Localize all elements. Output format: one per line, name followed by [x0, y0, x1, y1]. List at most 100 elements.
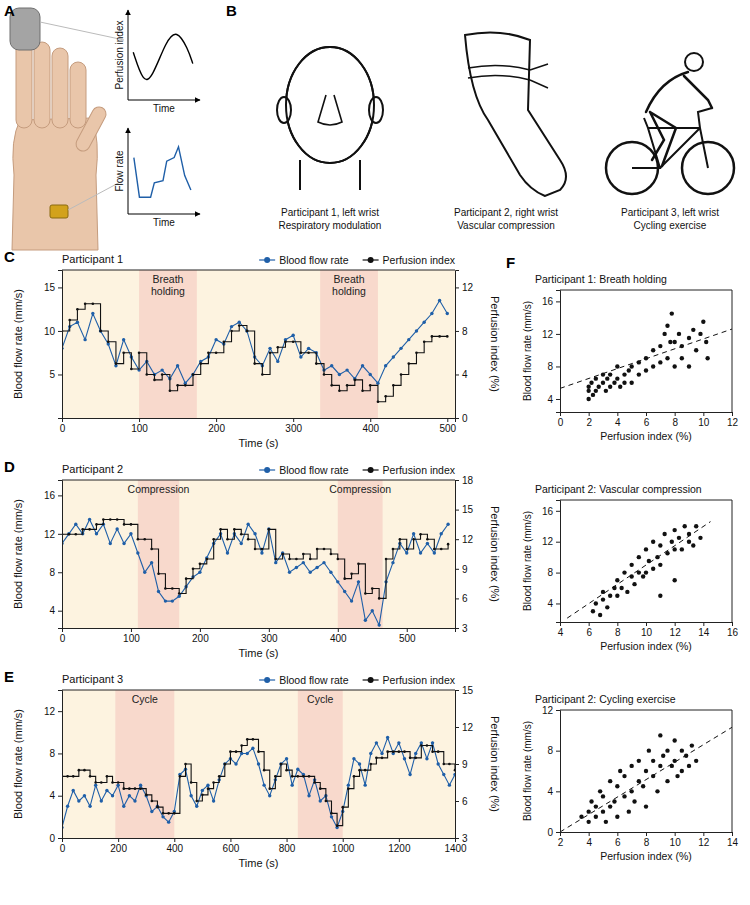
point [612, 799, 616, 803]
point [668, 340, 672, 344]
series-line [62, 519, 448, 598]
point [240, 752, 243, 755]
y2-axis-title: Perfusion index (%) [489, 296, 501, 392]
chart-title: Participant 1 [62, 253, 123, 265]
point [651, 539, 655, 543]
legend-item: Perfusion index [363, 674, 456, 686]
tick-mark [617, 412, 618, 416]
point [665, 324, 669, 328]
point [316, 548, 319, 551]
highlight-regions [138, 480, 383, 628]
point [426, 542, 429, 545]
point [201, 789, 204, 792]
schematic-y-label: Flow rate [114, 150, 125, 192]
tick-label: 12 [462, 722, 474, 733]
point [369, 763, 372, 766]
point [436, 762, 439, 765]
point [683, 524, 687, 528]
tick-mark [617, 622, 618, 626]
point [238, 321, 241, 324]
tick-label: 2 [586, 417, 592, 428]
y-axis-title: Blood flow rate (mm/s) [12, 709, 24, 819]
y-axis: 481216 [542, 501, 561, 623]
point [246, 752, 249, 755]
tick-mark [455, 727, 459, 728]
axis-line [561, 623, 733, 627]
point [594, 804, 598, 808]
point [68, 319, 71, 322]
point [615, 784, 619, 788]
tick: 12 [542, 705, 560, 716]
tick: 500 [399, 628, 416, 644]
point [276, 346, 279, 349]
point [99, 329, 102, 332]
point [274, 775, 277, 778]
point [281, 553, 284, 556]
point [122, 351, 125, 354]
point [440, 532, 443, 535]
tick-label: 15 [44, 282, 56, 293]
point [329, 571, 332, 574]
tick-label: 200 [192, 633, 209, 644]
point [143, 538, 146, 541]
point [160, 368, 163, 371]
point [380, 752, 383, 755]
point [364, 619, 367, 622]
legend-label: Perfusion index [383, 254, 456, 266]
point [694, 348, 698, 352]
point [658, 543, 662, 547]
axis-line [561, 833, 733, 837]
point [252, 738, 255, 741]
point [672, 528, 676, 532]
point [150, 561, 153, 564]
point [205, 558, 208, 561]
tick-label: 0 [60, 633, 66, 644]
icon-caption: Participant 3, left wrist [621, 207, 719, 218]
point [207, 351, 210, 354]
point [353, 377, 356, 380]
point [403, 757, 406, 760]
tick: 300 [285, 418, 302, 434]
point [350, 572, 353, 575]
x-axis-title: Perfusion index (%) [600, 640, 692, 652]
point [363, 783, 366, 786]
y-axis: 04812 [542, 705, 561, 838]
thumb [74, 105, 109, 154]
point [385, 558, 388, 561]
point [109, 542, 112, 545]
tick-label: 300 [285, 423, 302, 434]
point [240, 744, 243, 747]
tick: 0 [455, 413, 468, 424]
tick: 4 [547, 786, 560, 797]
point [680, 547, 684, 551]
point [215, 351, 218, 354]
point [364, 592, 367, 595]
point [338, 389, 341, 392]
point [178, 595, 181, 598]
point [95, 523, 98, 526]
point [254, 548, 257, 551]
tick-mark [58, 711, 62, 712]
tick-label: 100 [131, 423, 148, 434]
point [589, 799, 593, 803]
highlight-region [320, 270, 378, 418]
point [336, 580, 339, 583]
tick: 18 [455, 475, 474, 486]
point [83, 338, 86, 341]
point [375, 741, 378, 744]
point [240, 533, 243, 536]
point [705, 356, 709, 360]
schematic-axis [128, 100, 200, 101]
schematic-axis [128, 128, 129, 214]
tick: 8 [455, 326, 468, 337]
point [214, 338, 217, 341]
point [308, 775, 311, 778]
point [687, 336, 691, 340]
point [615, 594, 619, 598]
point [453, 773, 455, 776]
tick-label: 0 [49, 833, 55, 844]
point [354, 379, 357, 382]
series-line [62, 519, 448, 625]
point [178, 592, 181, 595]
point [78, 769, 81, 772]
